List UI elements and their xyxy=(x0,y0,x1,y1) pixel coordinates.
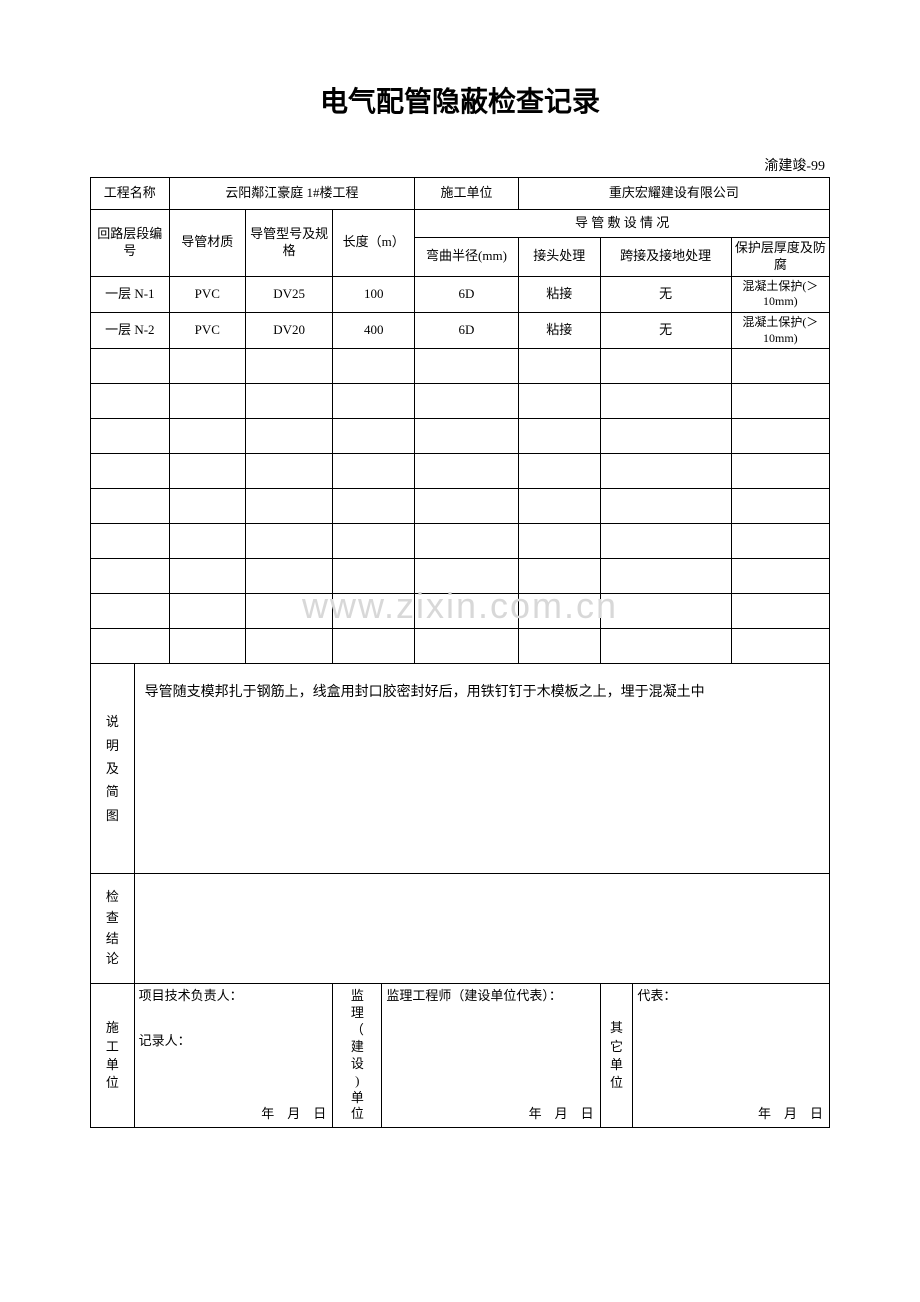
table-row-empty xyxy=(91,349,830,384)
cell-joint: 粘接 xyxy=(518,312,600,348)
signature-row: 施工单位 项目技术负责人： 记录人： 年 月 日 监理（建设)单位 监理工程师（… xyxy=(91,984,830,1128)
table-row-empty xyxy=(91,454,830,489)
col-bend: 弯曲半径(mm) xyxy=(415,238,519,277)
project-name-label: 工程名称 xyxy=(91,178,170,210)
cell-model: DV25 xyxy=(245,276,332,312)
col-model: 导管型号及规格 xyxy=(245,210,332,277)
header-row-1: 工程名称 云阳鄰江豪庭 1#楼工程 施工单位 重庆宏耀建设有限公司 xyxy=(91,178,830,210)
cell-material: PVC xyxy=(169,312,245,348)
supervision-engineer-label: 监理工程师（建设单位代表）： xyxy=(386,988,595,1005)
conclusion-row: 检查结论 xyxy=(91,874,830,984)
table-row-empty xyxy=(91,489,830,524)
table-row: 一层 N-1 PVC DV25 100 6D 粘接 无 混凝土保护(＞10mm) xyxy=(91,276,830,312)
construction-unit-label: 施工单位 xyxy=(415,178,519,210)
cell-grounding: 无 xyxy=(600,312,731,348)
cell-model: DV20 xyxy=(245,312,332,348)
supervision-sign-area: 监理工程师（建设单位代表）： 年 月 日 xyxy=(382,984,600,1128)
table-row-empty xyxy=(91,629,830,664)
document-title: 电气配管隐蔽检查记录 xyxy=(90,80,830,120)
table-row-empty xyxy=(91,419,830,454)
table-row-empty xyxy=(91,524,830,559)
table-row-empty xyxy=(91,559,830,594)
other-rep-label: 代表： xyxy=(637,988,825,1005)
conclusion-label: 检查结论 xyxy=(91,874,135,984)
other-sign-area: 代表： 年 月 日 xyxy=(633,984,830,1128)
description-label: 说明及简图 xyxy=(91,664,135,874)
cell-material: PVC xyxy=(169,276,245,312)
cell-circuit: 一层 N-1 xyxy=(91,276,170,312)
tech-leader-label: 项目技术负责人： xyxy=(139,988,329,1005)
date-text: 年 月 日 xyxy=(261,1106,326,1123)
date-text: 年 月 日 xyxy=(758,1106,823,1123)
cell-bend: 6D xyxy=(415,276,519,312)
cell-joint: 粘接 xyxy=(518,276,600,312)
description-content: 导管随支模邦扎于钢筋上，线盒用封口胶密封好后，用铁钉钉于木模板之上，埋于混凝土中 xyxy=(134,664,829,874)
col-joint: 接头处理 xyxy=(518,238,600,277)
date-text: 年 月 日 xyxy=(529,1106,594,1123)
description-row: 说明及简图 导管随支模邦扎于钢筋上，线盒用封口胶密封好后，用铁钉钉于木模板之上，… xyxy=(91,664,830,874)
cell-length: 400 xyxy=(333,312,415,348)
construction-unit-value: 重庆宏耀建设有限公司 xyxy=(518,178,829,210)
table-row-empty xyxy=(91,594,830,629)
col-length: 长度（m） xyxy=(333,210,415,277)
supervision-unit-sign-label: 监理（建设)单位 xyxy=(333,984,382,1128)
construction-unit-sign-label: 施工单位 xyxy=(91,984,135,1128)
cell-circuit: 一层 N-2 xyxy=(91,312,170,348)
cell-grounding: 无 xyxy=(600,276,731,312)
col-layout-header: 导 管 敷 设 情 况 xyxy=(415,210,830,238)
project-name-value: 云阳鄰江豪庭 1#楼工程 xyxy=(169,178,415,210)
document-code: 渝建竣-99 xyxy=(90,155,830,175)
other-unit-sign-label: 其它单位 xyxy=(600,984,633,1128)
col-material: 导管材质 xyxy=(169,210,245,277)
col-protection: 保护层厚度及防腐 xyxy=(731,238,829,277)
cell-protection: 混凝土保护(＞10mm) xyxy=(731,276,829,312)
recorder-label: 记录人： xyxy=(139,1033,329,1050)
table-row-empty xyxy=(91,384,830,419)
column-header-row-1: 回路层段编号 导管材质 导管型号及规格 长度（m） 导 管 敷 设 情 况 xyxy=(91,210,830,238)
cell-length: 100 xyxy=(333,276,415,312)
table-row: 一层 N-2 PVC DV20 400 6D 粘接 无 混凝土保护(＞10mm) xyxy=(91,312,830,348)
construction-sign-area: 项目技术负责人： 记录人： 年 月 日 xyxy=(134,984,333,1128)
col-circuit: 回路层段编号 xyxy=(91,210,170,277)
cell-bend: 6D xyxy=(415,312,519,348)
main-table: 工程名称 云阳鄰江豪庭 1#楼工程 施工单位 重庆宏耀建设有限公司 回路层段编号… xyxy=(90,177,830,1128)
col-grounding: 跨接及接地处理 xyxy=(600,238,731,277)
conclusion-content xyxy=(134,874,829,984)
cell-protection: 混凝土保护(＞10mm) xyxy=(731,312,829,348)
